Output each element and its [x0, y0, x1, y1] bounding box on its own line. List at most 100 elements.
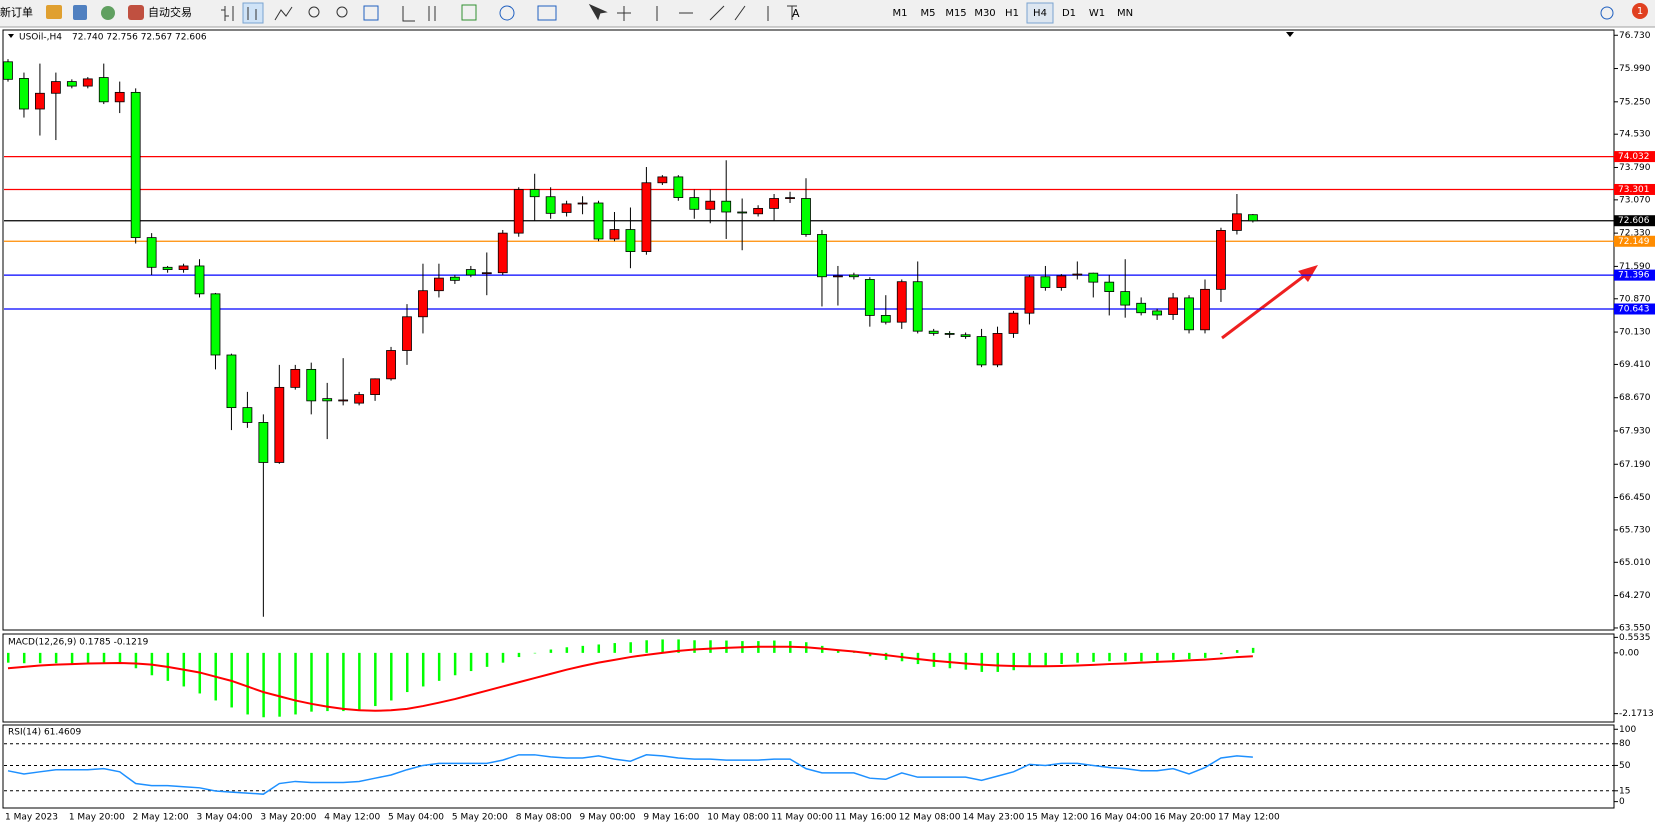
candle-body — [1152, 310, 1163, 316]
candle-body — [848, 274, 859, 278]
candle-body — [481, 272, 492, 275]
y-tick-label: 76.730 — [1619, 31, 1651, 41]
candle-body — [577, 202, 588, 205]
timeframe-button[interactable]: D1 — [1062, 8, 1076, 19]
icon[interactable] — [461, 4, 477, 21]
macd-bar — [54, 652, 58, 664]
timeframe-button[interactable]: H4 — [1033, 8, 1047, 19]
timeframe-button[interactable]: H1 — [1005, 8, 1019, 19]
candle-body — [114, 91, 125, 103]
y-tick-label: 63.550 — [1619, 623, 1651, 633]
macd-bar — [1060, 652, 1063, 665]
rsi-panel — [2, 724, 1615, 809]
y-tick-label: 0.00 — [1619, 648, 1639, 658]
timeframe-button[interactable]: M1 — [893, 8, 908, 19]
ohlc-readout: 72.740 72.756 72.567 72.606 — [72, 33, 207, 43]
macd-bar — [549, 649, 553, 653]
y-tick-label: 75.990 — [1619, 64, 1651, 74]
level-label: 70.643 — [1618, 304, 1650, 314]
level-label-box — [1614, 235, 1655, 247]
macd-bar — [629, 642, 632, 653]
candle-body — [545, 196, 556, 214]
timeframe-button[interactable]: MN — [1117, 8, 1133, 19]
candle-body — [322, 398, 333, 402]
y-tick-label: 80 — [1619, 739, 1631, 749]
candle-body — [146, 237, 157, 268]
macd-bar — [342, 652, 345, 712]
annotation-arrow — [1221, 268, 1313, 340]
icon[interactable] — [46, 5, 62, 19]
candle-body — [737, 211, 748, 214]
candle-body — [609, 229, 620, 240]
icon[interactable] — [221, 6, 234, 21]
candle-body — [274, 386, 285, 463]
macd-bar — [1028, 652, 1031, 667]
icon[interactable] — [128, 5, 144, 20]
icon[interactable] — [363, 5, 379, 21]
icon[interactable] — [617, 5, 797, 21]
candle-body — [290, 368, 301, 388]
candle-body — [880, 315, 891, 323]
candle-body — [258, 422, 269, 463]
x-tick-label: 5 May 20:00 — [452, 813, 508, 823]
macd-bar — [374, 652, 377, 707]
macd-bar — [1156, 652, 1159, 661]
icon[interactable] — [242, 2, 264, 24]
candle-body — [1200, 288, 1210, 331]
icon[interactable] — [73, 5, 87, 20]
x-tick-label: 10 May 08:00 — [707, 813, 769, 823]
icon[interactable] — [402, 6, 436, 22]
icon[interactable] — [308, 6, 320, 18]
icon[interactable] — [537, 5, 557, 21]
y-tick-label: 0.5535 — [1619, 633, 1651, 643]
y-tick-label: 70.870 — [1619, 294, 1651, 304]
candle-body — [98, 77, 109, 103]
candle-body — [130, 91, 141, 239]
timeframe-button[interactable]: M5 — [921, 8, 936, 19]
macd-bar — [964, 652, 968, 670]
timeframe-button[interactable]: M30 — [974, 8, 995, 19]
macd-bar — [22, 652, 26, 664]
y-tick-label: 100 — [1619, 725, 1636, 735]
macd-bar — [246, 652, 249, 715]
macd-bar — [581, 645, 585, 653]
y-tick-label: 66.450 — [1619, 493, 1651, 503]
macd-bar — [326, 652, 329, 712]
level-label: 72.149 — [1618, 237, 1650, 247]
candle-body — [386, 350, 396, 380]
candle-body — [785, 197, 795, 200]
macd-bar — [884, 652, 888, 660]
candle-body — [976, 336, 987, 366]
icon[interactable] — [101, 6, 115, 20]
macd-bar — [517, 652, 521, 658]
timeframe-button[interactable]: W1 — [1089, 8, 1105, 19]
level-label-box — [1614, 151, 1655, 163]
macd-bar — [533, 652, 537, 654]
x-tick-label: 5 May 04:00 — [388, 813, 444, 823]
y-tick-label: 73.790 — [1619, 163, 1651, 173]
search-icon[interactable] — [1600, 6, 1614, 20]
text-tool[interactable]: A — [792, 7, 800, 20]
x-tick-label: 3 May 20:00 — [260, 813, 316, 823]
icon[interactable] — [499, 5, 515, 21]
menu-marker — [8, 34, 14, 38]
icon[interactable] — [336, 6, 348, 18]
y-tick-label: 72.330 — [1619, 229, 1651, 239]
candle-body — [418, 290, 428, 318]
new-order-button[interactable]: 新订单 — [0, 5, 33, 19]
candle-body — [449, 276, 460, 281]
macd-bar — [1124, 652, 1127, 662]
macd-bar — [980, 652, 984, 672]
auto-trade-button[interactable]: 自动交易 — [148, 5, 192, 19]
icon[interactable] — [588, 3, 608, 21]
macd-bar — [1251, 647, 1255, 653]
macd-bar — [1188, 652, 1191, 660]
icon[interactable] — [274, 6, 293, 21]
timeframe-button[interactable]: M15 — [945, 8, 966, 19]
notification-badge[interactable] — [1632, 3, 1648, 19]
macd-bar — [501, 652, 505, 663]
icon[interactable] — [247, 7, 257, 20]
macd-bar — [725, 640, 728, 653]
